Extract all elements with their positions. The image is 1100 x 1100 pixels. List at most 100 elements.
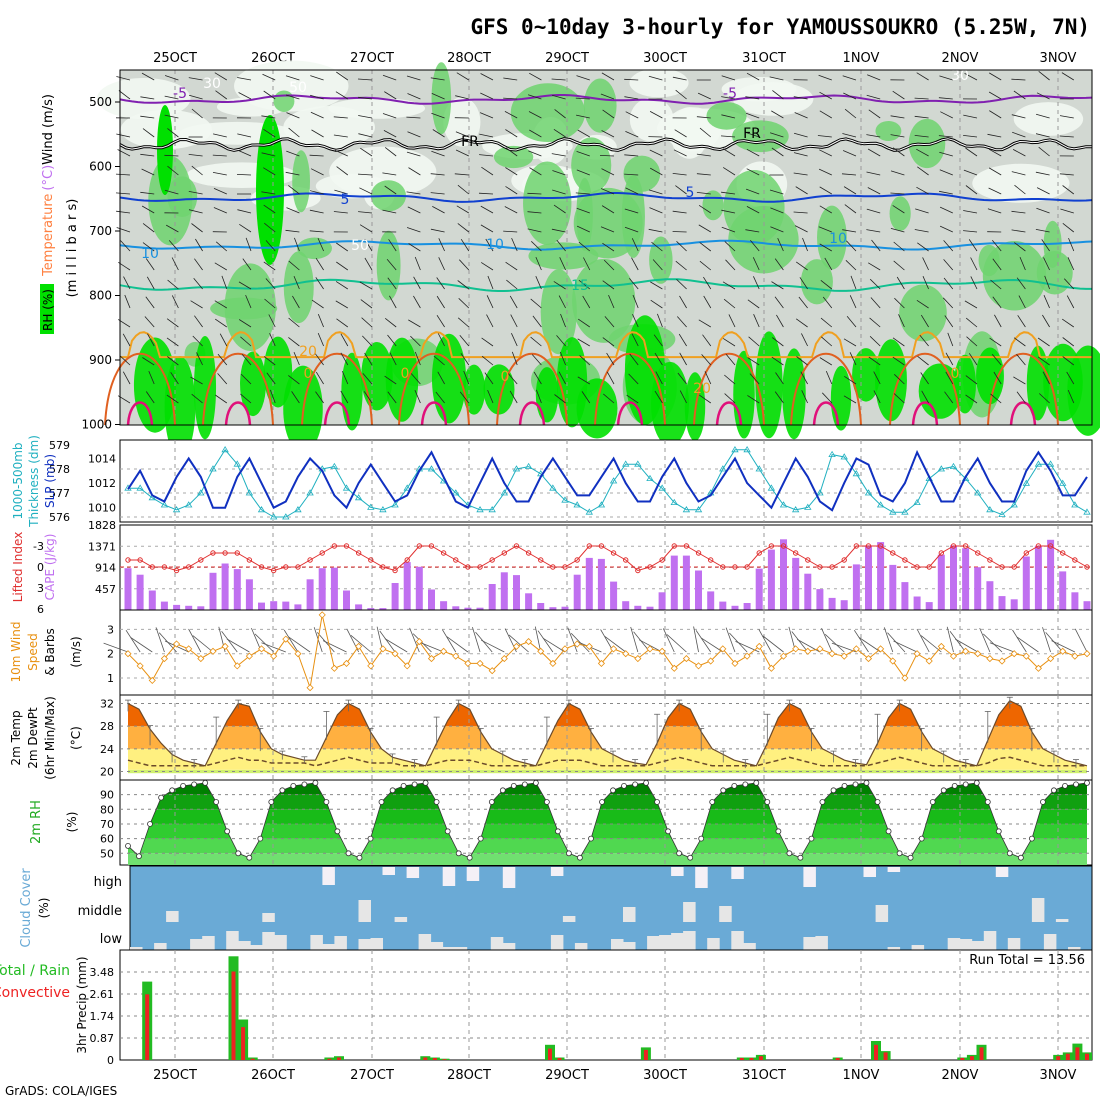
temp2m-ylabel-1: 2m Temp <box>9 710 23 765</box>
wind-barb <box>628 277 639 290</box>
wind-barb <box>414 351 421 366</box>
wind-barb <box>480 224 494 233</box>
wind-barb <box>914 97 929 100</box>
wind-barb <box>214 300 228 309</box>
wind-barb <box>285 75 300 81</box>
wind-barb <box>340 352 349 366</box>
wind10-point <box>415 638 423 646</box>
wind-barb <box>437 333 445 347</box>
wind10-barb <box>893 640 918 653</box>
li-point <box>610 550 617 556</box>
rh2m-point <box>544 799 550 805</box>
cloud-low-block <box>334 936 347 950</box>
wind-barb <box>896 276 905 290</box>
rh2m-point <box>918 835 925 842</box>
wind-barb <box>309 209 324 214</box>
wind10-point <box>949 652 958 660</box>
wind-barb <box>769 132 784 138</box>
wind10-point <box>877 645 885 653</box>
wind-barb <box>333 116 348 119</box>
li-point <box>598 543 605 549</box>
thickness-point <box>719 465 727 472</box>
wind-barb <box>577 129 591 138</box>
rh2m-point <box>973 780 980 786</box>
wind-barb <box>455 131 469 138</box>
rh2m-point <box>830 787 837 794</box>
wind10-ylabel-3: & Barbs <box>43 628 57 676</box>
wind-barb <box>703 295 712 309</box>
wind-barb <box>436 314 445 328</box>
thickness-point <box>1022 479 1031 486</box>
cloud-low-block <box>550 935 564 950</box>
wind-barb <box>890 228 905 233</box>
wind10-point <box>464 659 472 667</box>
li-point <box>695 550 702 556</box>
wind-barb <box>819 243 833 252</box>
wind10-point <box>136 662 144 670</box>
thickness-point <box>901 508 909 515</box>
wind-barb <box>939 151 953 157</box>
wind10-point <box>427 655 436 663</box>
thickness-ylabel-2: Thickness (dm) <box>27 435 41 528</box>
rh-moist-region <box>571 137 612 194</box>
wind-barb <box>672 76 687 81</box>
wind10-point <box>1010 650 1018 658</box>
wind10-point <box>864 655 873 663</box>
rh2m-point <box>676 850 682 857</box>
wind-barb <box>1011 229 1026 233</box>
wind-barb <box>1041 239 1050 252</box>
wind-barb <box>720 135 736 138</box>
upper-air-frame <box>119 69 1093 426</box>
wind10-barb <box>475 631 493 653</box>
rh2m-point <box>521 781 528 788</box>
wind-barb <box>145 391 155 404</box>
wind10-point <box>500 655 508 663</box>
wind-barb <box>866 94 881 100</box>
wind-barb <box>362 335 373 347</box>
rh-moist-region <box>732 120 789 153</box>
wind-barb <box>696 173 711 176</box>
wind-barb <box>167 165 179 176</box>
li-point <box>550 564 556 570</box>
wind10-barb <box>662 628 675 653</box>
wind-barb <box>745 96 760 100</box>
thickness-point <box>767 484 776 491</box>
wind-barb <box>965 185 978 195</box>
wind-barb <box>699 260 712 271</box>
wind-barb <box>261 115 276 119</box>
wind-barb <box>922 276 929 290</box>
wind-barb <box>479 133 494 138</box>
wind-barb <box>558 295 566 309</box>
wind-barb <box>1036 207 1050 214</box>
li-point <box>938 550 945 556</box>
wind-barb <box>947 332 954 347</box>
precip-bars <box>142 956 1092 1060</box>
li-point <box>331 543 338 549</box>
cloud-low-block <box>911 945 925 950</box>
wind-barb <box>749 373 760 385</box>
wind-barb <box>141 205 155 214</box>
pressure-tick-label: 900 <box>89 353 112 367</box>
thickness-point <box>306 489 314 496</box>
slp-panel: 579 578 577 576 1014 1012 1010 1000-500mb Thic… <box>11 435 1093 528</box>
cape-bar <box>1010 599 1018 610</box>
wind10-barb <box>630 626 639 653</box>
rh2m-point <box>1029 835 1035 842</box>
wind-barb <box>753 314 760 328</box>
wind10-point <box>257 645 266 653</box>
wind-barb <box>608 294 615 309</box>
wind-barb <box>556 335 566 347</box>
wind-barb <box>382 209 397 214</box>
wind10-barb <box>824 634 845 653</box>
wind-barb <box>841 173 857 176</box>
wind10-frame <box>119 609 1093 696</box>
wind10-barb <box>412 633 432 653</box>
wind-barb <box>406 151 421 157</box>
cloud-low-block <box>430 942 444 950</box>
wind-barb <box>122 371 131 385</box>
wind10-barb <box>288 636 311 653</box>
precip-convective-bar <box>1056 1056 1061 1060</box>
wind10-point <box>355 642 363 650</box>
wind-barb <box>648 75 663 81</box>
wind-barb <box>1013 376 1026 385</box>
